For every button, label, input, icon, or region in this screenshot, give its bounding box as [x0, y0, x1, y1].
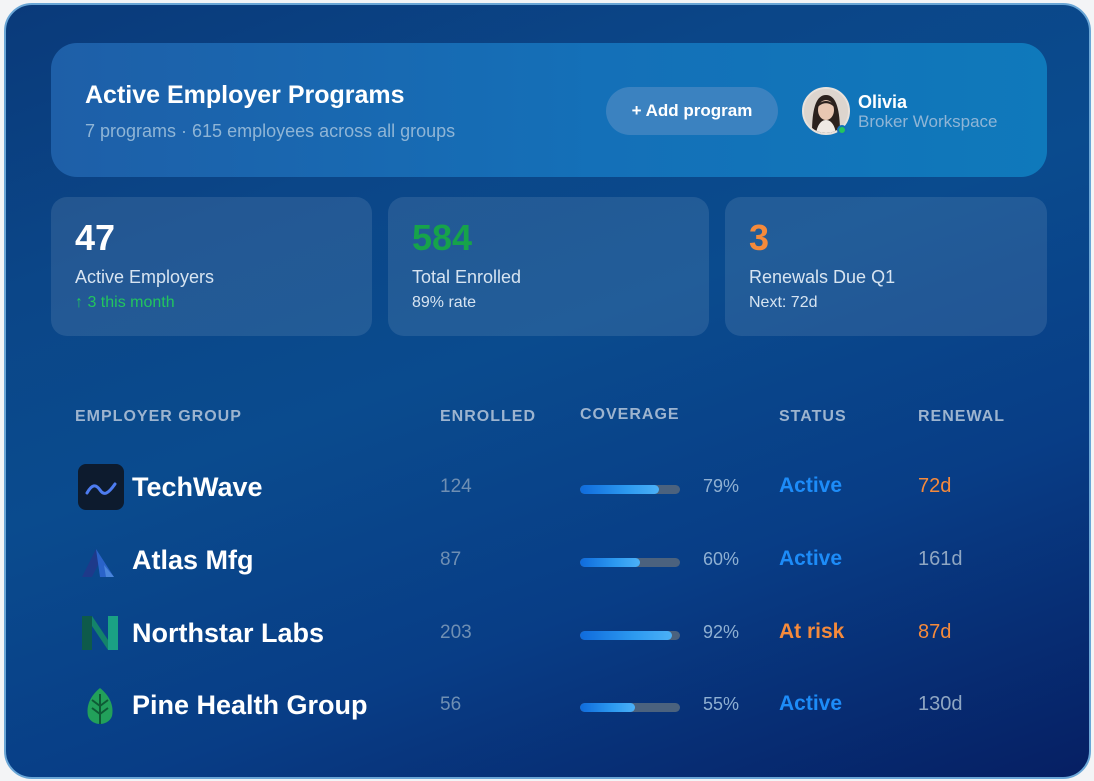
status-badge: Active	[779, 547, 843, 570]
coverage-bar	[580, 631, 680, 640]
page-title: Active Employer Programs	[85, 81, 405, 109]
table-row[interactable]: Atlas Mfg 87 60% Active 161d	[6, 531, 1089, 591]
techwave-logo-icon	[78, 464, 124, 510]
coverage-bar-fill	[580, 703, 635, 712]
programs-header: Active Employer Programs 7 programs · 61…	[51, 43, 1047, 177]
stat-label: Renewals Due Q1	[749, 267, 896, 287]
coverage-bar	[580, 558, 680, 567]
table-row[interactable]: Northstar Labs 203 92% At risk 87d	[6, 604, 1089, 664]
pine-leaf-logo-icon	[78, 682, 124, 728]
stat-card-active-employers: 47 Active Employers ↑ 3 this month	[51, 197, 372, 336]
column-header-enrolled[interactable]: ENROLLED	[440, 408, 536, 425]
employer-name: Northstar Labs	[132, 618, 325, 648]
renewal-days: 72d	[918, 475, 952, 497]
page-subtitle: 7 programs · 615 employees across all gr…	[85, 121, 456, 141]
coverage-bar	[580, 703, 680, 712]
employer-name: Atlas Mfg	[132, 545, 254, 575]
stat-note: ↑ 3 this month	[75, 294, 175, 311]
table-row[interactable]: TechWave 124 79% Active 72d	[6, 458, 1089, 518]
enrolled-count: 87	[440, 549, 462, 570]
avatar[interactable]	[802, 87, 850, 135]
stat-value: 3	[749, 217, 770, 258]
coverage-percent: 55%	[703, 694, 740, 714]
coverage-percent: 92%	[703, 622, 740, 642]
renewal-days: 130d	[918, 693, 963, 715]
coverage-percent: 79%	[703, 476, 740, 496]
column-header-renewal[interactable]: RENEWAL	[918, 408, 1005, 425]
user-avatar-icon	[804, 89, 848, 133]
add-program-button[interactable]: + Add program	[606, 87, 778, 135]
user-role: Broker Workspace	[858, 112, 998, 131]
enrolled-count: 124	[440, 476, 472, 497]
user-name: Olivia	[858, 92, 908, 112]
atlas-logo-icon	[78, 537, 124, 583]
coverage-bar-fill	[580, 558, 640, 567]
status-badge: At risk	[779, 620, 845, 643]
table-row[interactable]: Pine Health Group 56 55% Active 130d	[6, 676, 1089, 736]
status-badge: Active	[779, 692, 843, 715]
coverage-bar-fill	[580, 485, 659, 494]
northstar-logo-icon	[78, 610, 124, 656]
column-header-status[interactable]: STATUS	[779, 408, 847, 425]
stat-label: Total Enrolled	[412, 267, 522, 287]
employer-name: Pine Health Group	[132, 690, 368, 720]
stat-label: Active Employers	[75, 267, 215, 287]
dashboard-window: Active Employer Programs 7 programs · 61…	[4, 3, 1091, 779]
employer-name: TechWave	[132, 472, 263, 502]
enrolled-count: 203	[440, 622, 472, 643]
online-status-dot	[837, 125, 847, 135]
column-header-employer-group[interactable]: EMPLOYER GROUP	[75, 408, 242, 425]
renewal-days: 87d	[918, 621, 952, 643]
coverage-percent: 60%	[703, 549, 740, 569]
coverage-bar	[580, 485, 680, 494]
enrolled-count: 56	[440, 694, 462, 715]
status-badge: Active	[779, 474, 843, 497]
stat-note: 89% rate	[412, 294, 477, 311]
stat-value: 47	[75, 217, 116, 258]
stat-card-renewals-due: 3 Renewals Due Q1 Next: 72d	[725, 197, 1047, 336]
stat-card-total-enrolled: 584 Total Enrolled 89% rate	[388, 197, 709, 336]
column-header-coverage[interactable]: COVERAGE	[580, 406, 680, 423]
stat-value: 584	[412, 217, 473, 258]
stat-note: Next: 72d	[749, 294, 818, 311]
coverage-bar-fill	[580, 631, 672, 640]
renewal-days: 161d	[918, 548, 963, 570]
